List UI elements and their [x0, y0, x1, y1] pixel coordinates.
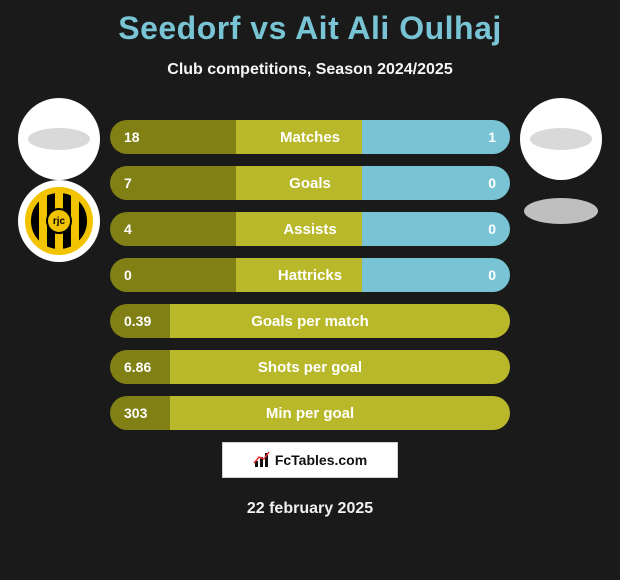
- bar-seg-left-dark: 4: [110, 212, 236, 246]
- stat-row: 00Hattricks: [110, 258, 510, 292]
- bar-seg-left-light: [236, 258, 362, 292]
- brand-box[interactable]: FcTables.com: [222, 442, 398, 478]
- bar-seg-left-light: [236, 212, 362, 246]
- bar-seg-left-dark: 6.86: [110, 350, 170, 384]
- avatar-placeholder-icon: [28, 128, 90, 150]
- stat-left-value: 6.86: [124, 359, 151, 375]
- bar-seg-rest: [170, 396, 510, 430]
- chart-icon: [253, 451, 271, 469]
- bar-seg-rest: [170, 350, 510, 384]
- stat-left-value: 303: [124, 405, 147, 421]
- stat-row: 40Assists: [110, 212, 510, 246]
- bar-seg-left-dark: 18: [110, 120, 236, 154]
- crest-placeholder-icon: [524, 198, 598, 224]
- brand-text: FcTables.com: [275, 452, 367, 468]
- bar-seg-right: 0: [362, 212, 510, 246]
- stat-left-value: 18: [124, 129, 140, 145]
- subtitle: Club competitions, Season 2024/2025: [0, 61, 620, 79]
- stat-row: 303Min per goal: [110, 396, 510, 430]
- stat-left-value: 0: [124, 267, 132, 283]
- player-left-avatar: [18, 98, 100, 180]
- bar-seg-left-light: [236, 166, 362, 200]
- bar-seg-right: 1: [362, 120, 510, 154]
- bar-seg-right: 0: [362, 258, 510, 292]
- crest-icon: rjc: [25, 187, 93, 255]
- stat-right-value: 0: [488, 175, 496, 191]
- stat-row: 6.86Shots per goal: [110, 350, 510, 384]
- stat-right-value: 0: [488, 221, 496, 237]
- crest-badge: rjc: [46, 208, 72, 234]
- bar-seg-left-dark: 7: [110, 166, 236, 200]
- stat-bars: 181Matches70Goals40Assists00Hattricks0.3…: [110, 120, 510, 442]
- stat-row: 70Goals: [110, 166, 510, 200]
- club-left-crest: rjc: [18, 180, 100, 262]
- stat-left-value: 0.39: [124, 313, 151, 329]
- stat-right-value: 0: [488, 267, 496, 283]
- bar-seg-left-dark: 0: [110, 258, 236, 292]
- stat-row: 181Matches: [110, 120, 510, 154]
- page-title: Seedorf vs Ait Ali Oulhaj: [0, 0, 620, 47]
- stat-left-value: 4: [124, 221, 132, 237]
- player-right-avatar: [520, 98, 602, 180]
- date-text: 22 february 2025: [0, 500, 620, 518]
- avatar-placeholder-icon: [530, 128, 592, 150]
- bar-seg-left-dark: 0.39: [110, 304, 170, 338]
- bar-seg-right: 0: [362, 166, 510, 200]
- bar-seg-left-light: [236, 120, 362, 154]
- bar-seg-left-dark: 303: [110, 396, 170, 430]
- stat-left-value: 7: [124, 175, 132, 191]
- stat-row: 0.39Goals per match: [110, 304, 510, 338]
- club-right-crest: [520, 170, 602, 252]
- bar-seg-rest: [170, 304, 510, 338]
- stat-right-value: 1: [488, 129, 496, 145]
